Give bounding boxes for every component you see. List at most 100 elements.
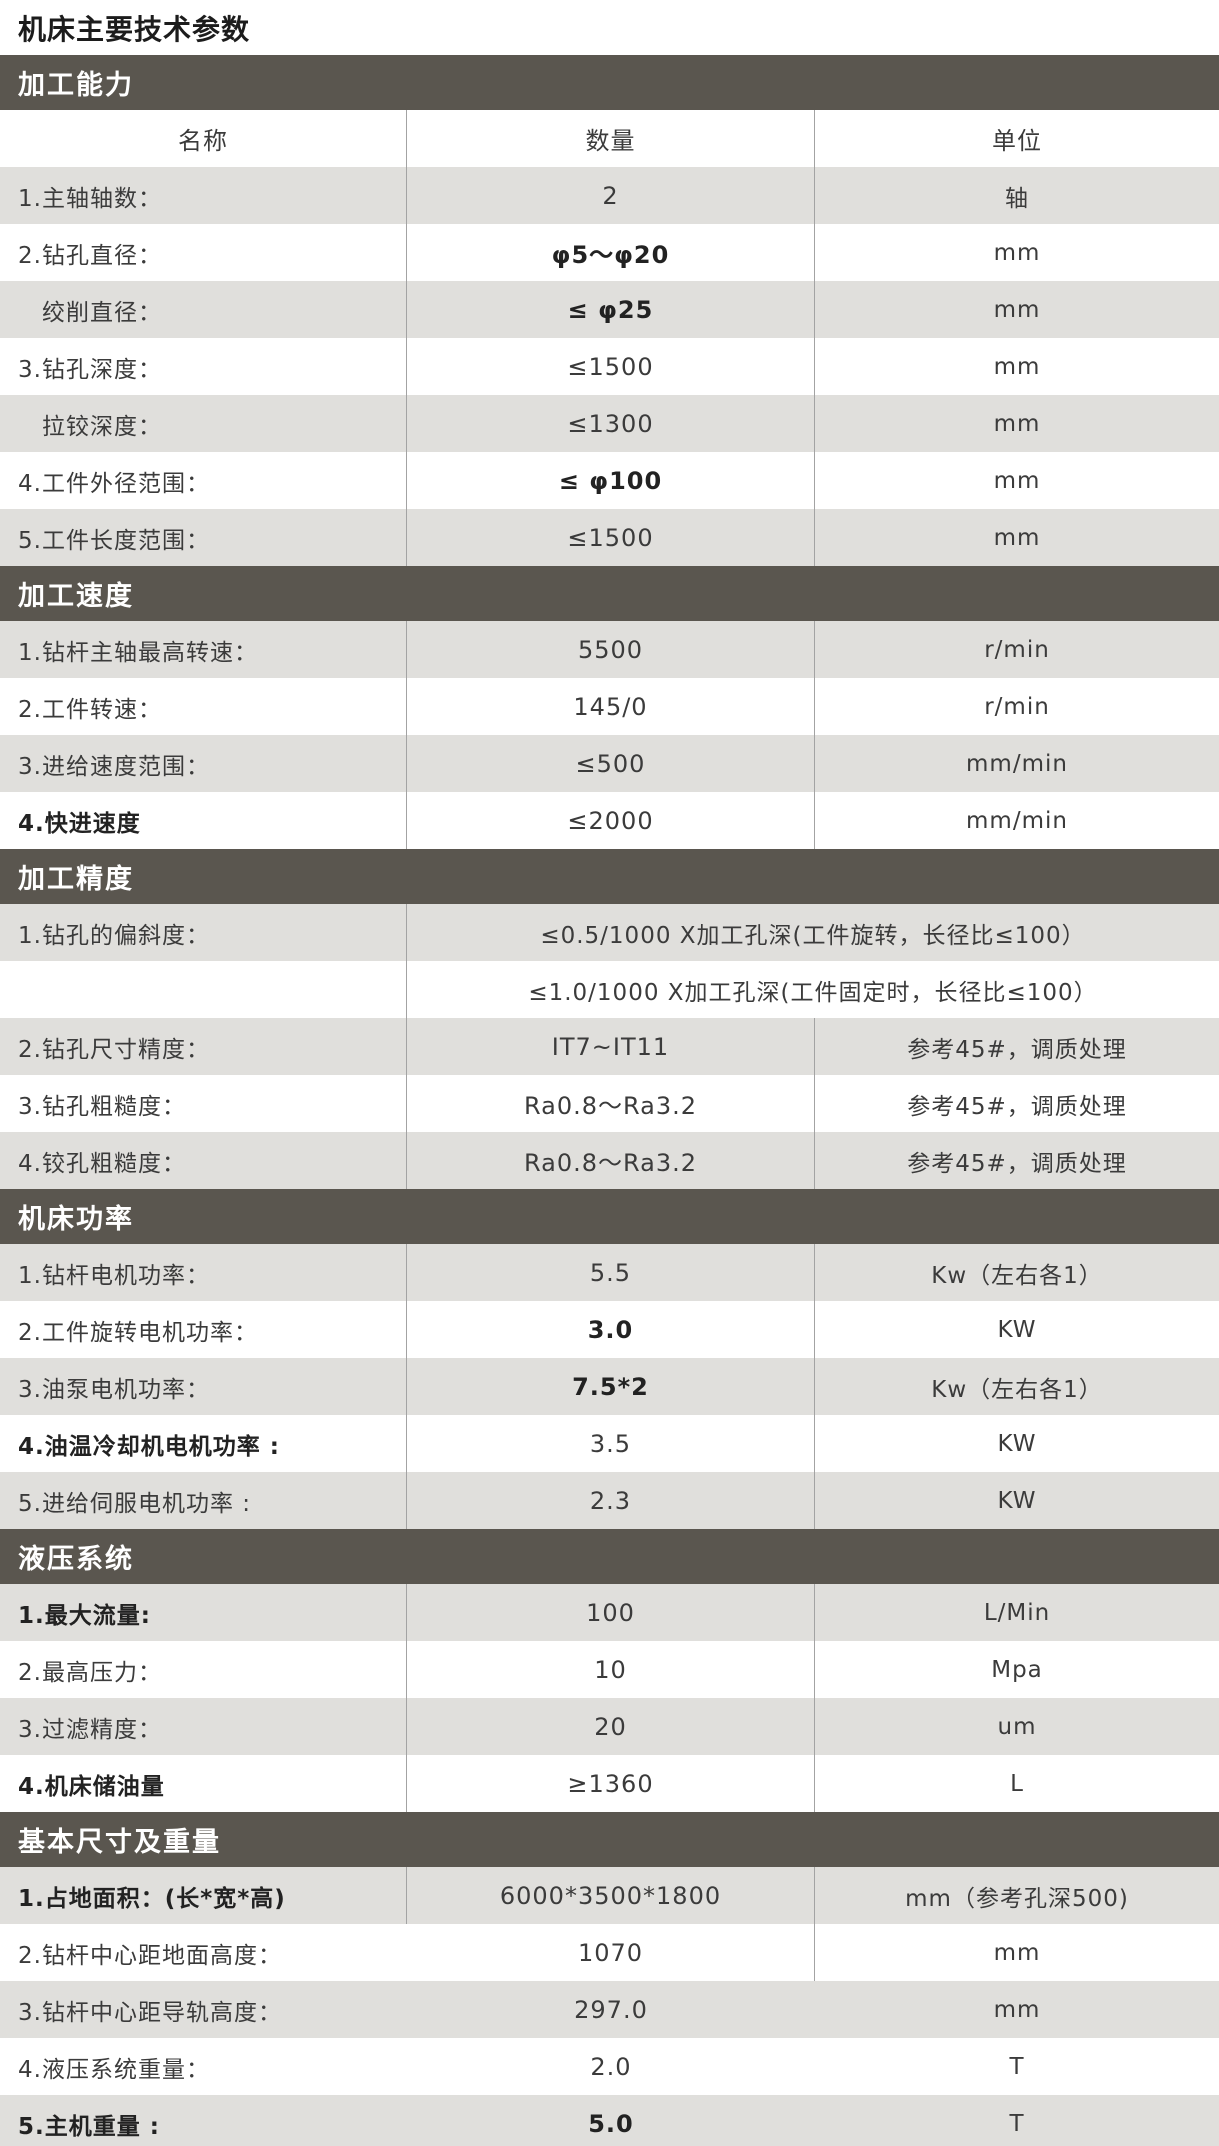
table-row: 1.占地面积：(长*宽*高) 6000*3500*1800 mm（参考孔深500) xyxy=(0,1867,1219,1924)
param-value-cell: ≤2000 xyxy=(407,792,815,849)
param-unit-cell: mm xyxy=(993,1939,1041,1966)
param-value-cell: 5.0 xyxy=(588,2109,634,2138)
table-row: 拉铰深度： ≤1300 mm xyxy=(0,395,1219,452)
table-row: 2.钻孔尺寸精度： IT7~IT11 参考45#，调质处理 xyxy=(0,1018,1219,1075)
param-unit-cell: mm/min xyxy=(966,807,1068,834)
param-name-cell: 3.进给速度范围： xyxy=(0,735,407,792)
spec-table: 加工能力 名称 数量 单位 1.主轴轴数： 2 轴 2.钻孔直径： φ5～φ20 mm 绞削直径：… xyxy=(0,55,1219,2146)
param-unit-cell: mm xyxy=(993,1996,1041,2023)
table-row: 1.最大流量: 100 L/Min xyxy=(0,1584,1219,1641)
param-value-cell: 10 xyxy=(407,1641,815,1698)
param-unit-cell: 轴 xyxy=(1005,185,1029,212)
param-unit-cell: mm xyxy=(993,296,1041,323)
param-value-cell: 145/0 xyxy=(407,678,815,735)
param-name-cell: 1.钻孔的偏斜度： xyxy=(0,904,407,961)
param-name-cell: 3.钻孔深度： xyxy=(0,338,407,395)
param-name-cell: 2.钻孔直径： xyxy=(0,224,407,281)
param-value-cell: ≤ φ100 xyxy=(407,452,815,509)
param-name-cell: 2.工件转速： xyxy=(0,678,407,735)
param-name-cell: 1.钻杆主轴最高转速： xyxy=(0,621,407,678)
section-header: 基本尺寸及重量 xyxy=(0,1812,1219,1867)
param-name-cell: 1.钻杆电机功率： xyxy=(0,1244,407,1301)
param-name-cell xyxy=(0,961,407,1018)
param-name-cell: 3.过滤精度： xyxy=(0,1698,407,1755)
param-name-cell: 拉铰深度： xyxy=(0,395,407,452)
table-row: 2.钻杆中心距地面高度： 1070 mm xyxy=(0,1924,1219,1981)
table-row: 1.主轴轴数： 2 轴 xyxy=(0,167,1219,224)
column-header-unit: 单位 xyxy=(992,127,1042,155)
param-value-cell: ≤1.0/1000 X加工孔深(工件固定时，长径比≤100） xyxy=(528,979,1098,1006)
column-header-row: 名称 数量 单位 xyxy=(0,110,1219,167)
param-name-cell: 2.钻杆中心距地面高度： xyxy=(18,1942,282,1969)
param-unit-cell: L/Min xyxy=(983,1599,1051,1626)
param-unit-cell: 参考45#，调质处理 xyxy=(907,1036,1127,1063)
param-value-cell: IT7~IT11 xyxy=(407,1018,815,1075)
param-value-cell: 3.0 xyxy=(407,1301,815,1358)
param-name-cell: 1.占地面积：(长*宽*高) xyxy=(0,1867,407,1924)
table-row: 1.钻孔的偏斜度： ≤0.5/1000 X加工孔深(工件旋转，长径比≤100） xyxy=(0,904,1219,961)
table-row: 绞削直径： ≤ φ25 mm xyxy=(0,281,1219,338)
table-row: 4.铰孔粗糙度： Ra0.8～Ra3.2 参考45#，调质处理 xyxy=(0,1132,1219,1189)
param-value-cell: Ra0.8～Ra3.2 xyxy=(407,1075,815,1132)
param-value-cell: 2.0 xyxy=(590,2052,632,2081)
column-header-name: 名称 xyxy=(0,110,407,167)
param-value-cell: 6000*3500*1800 xyxy=(407,1867,815,1924)
table-row: 4.液压系统重量： 2.0 T xyxy=(0,2038,1219,2095)
table-row: 3.进给速度范围： ≤500 mm/min xyxy=(0,735,1219,792)
table-row: 2.工件转速： 145/0 r/min xyxy=(0,678,1219,735)
param-unit-cell: um xyxy=(997,1713,1037,1740)
param-name-cell: 3.油泵电机功率： xyxy=(0,1358,407,1415)
param-unit-cell: 参考45#，调质处理 xyxy=(907,1150,1127,1177)
param-value-cell: 2 xyxy=(407,167,815,224)
param-value-cell: 297.0 xyxy=(574,1995,648,2024)
param-value-cell: 100 xyxy=(407,1584,815,1641)
param-value-cell: ≤500 xyxy=(407,735,815,792)
table-row: 3.钻孔粗糙度： Ra0.8～Ra3.2 参考45#，调质处理 xyxy=(0,1075,1219,1132)
param-value-cell: 5.5 xyxy=(407,1244,815,1301)
table-row: 4.工件外径范围： ≤ φ100 mm xyxy=(0,452,1219,509)
table-row: 4.快进速度 ≤2000 mm/min xyxy=(0,792,1219,849)
page-title: 机床主要技术参数 xyxy=(18,12,251,46)
table-row: 1.钻杆主轴最高转速： 5500 r/min xyxy=(0,621,1219,678)
table-row: 2.最高压力： 10 Mpa xyxy=(0,1641,1219,1698)
param-unit-cell: KW xyxy=(997,1487,1037,1514)
param-value-cell: ≤0.5/1000 X加工孔深(工件旋转，长径比≤100） xyxy=(540,922,1086,949)
param-unit-cell: T xyxy=(1009,2053,1025,2080)
param-unit-cell: r/min xyxy=(984,636,1050,663)
param-name-cell: 4.机床储油量 xyxy=(0,1755,407,1812)
param-unit-cell: 参考45#，调质处理 xyxy=(907,1093,1127,1120)
param-value-cell: ≤ φ25 xyxy=(407,281,815,338)
param-value-cell: φ5～φ20 xyxy=(407,224,815,281)
param-value-cell: Ra0.8～Ra3.2 xyxy=(407,1132,815,1189)
section-header: 加工能力 xyxy=(0,55,1219,110)
section-header: 加工速度 xyxy=(0,566,1219,621)
param-unit-cell: Kw（左右各1） xyxy=(931,1262,1103,1289)
param-name-cell: 4.液压系统重量： xyxy=(18,2056,210,2083)
section-header: 加工精度 xyxy=(0,849,1219,904)
param-value-cell: ≤1500 xyxy=(407,338,815,395)
table-row: ≤1.0/1000 X加工孔深(工件固定时，长径比≤100） xyxy=(0,961,1219,1018)
param-name-cell: 绞削直径： xyxy=(0,281,407,338)
param-value-cell: 7.5*2 xyxy=(407,1358,815,1415)
param-unit-cell: mm xyxy=(993,353,1041,380)
table-row: 3.过滤精度： 20 um xyxy=(0,1698,1219,1755)
param-value-cell: 20 xyxy=(407,1698,815,1755)
param-name-cell: 5.工件长度范围： xyxy=(0,509,407,566)
param-name-cell: 2.钻孔尺寸精度： xyxy=(0,1018,407,1075)
column-header-quantity: 数量 xyxy=(407,110,815,167)
param-value-cell: 1070 xyxy=(407,1924,815,1981)
param-unit-cell: Kw（左右各1） xyxy=(931,1376,1103,1403)
param-unit-cell: mm xyxy=(993,524,1041,551)
table-row: 3.钻孔深度： ≤1500 mm xyxy=(0,338,1219,395)
param-name-cell: 4.工件外径范围： xyxy=(0,452,407,509)
table-row: 2.钻孔直径： φ5～φ20 mm xyxy=(0,224,1219,281)
param-name-cell: 4.铰孔粗糙度： xyxy=(0,1132,407,1189)
param-unit-cell: r/min xyxy=(984,693,1050,720)
param-value-cell: ≤1500 xyxy=(407,509,815,566)
param-value-cell: 2.3 xyxy=(407,1472,815,1529)
param-name-cell: 5.主机重量 : xyxy=(18,2113,160,2140)
param-unit-cell: T xyxy=(1009,2110,1025,2137)
param-name-cell: 4.快进速度 xyxy=(0,792,407,849)
param-name-cell: 1.最大流量: xyxy=(0,1584,407,1641)
